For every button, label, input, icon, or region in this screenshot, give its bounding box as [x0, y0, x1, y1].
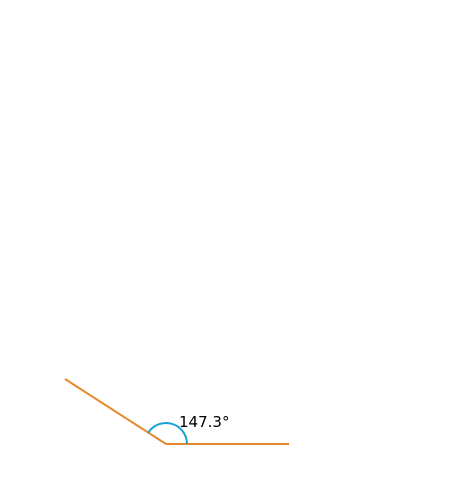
angle-arm	[64, 378, 167, 445]
angle-arc	[147, 422, 188, 445]
angle-label: 147.3°	[179, 413, 229, 431]
